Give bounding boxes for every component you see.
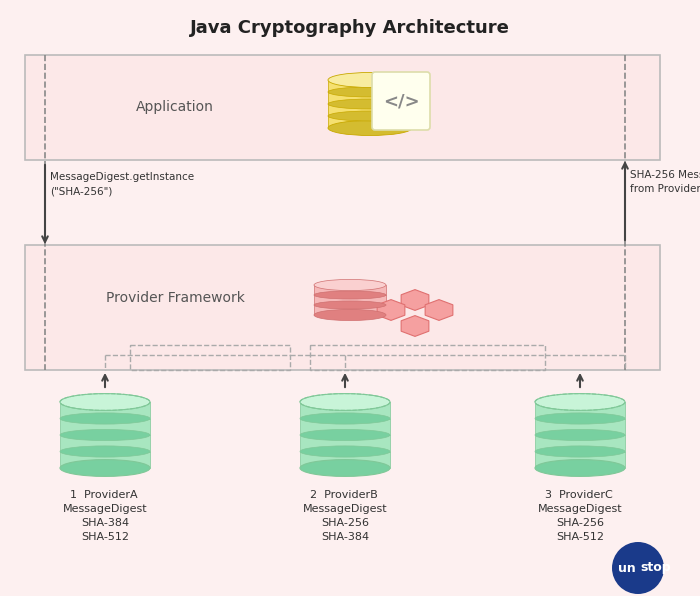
- Text: SHA-384: SHA-384: [81, 518, 129, 528]
- Ellipse shape: [328, 111, 412, 121]
- Ellipse shape: [300, 413, 390, 424]
- Ellipse shape: [60, 429, 150, 440]
- Text: 3  ProviderC: 3 ProviderC: [545, 490, 612, 500]
- Bar: [535, 402, 625, 418]
- Ellipse shape: [60, 393, 150, 411]
- Bar: [300, 435, 390, 452]
- Bar: [535, 435, 625, 452]
- Bar: [328, 104, 412, 116]
- Bar: [314, 295, 386, 305]
- Ellipse shape: [328, 87, 412, 97]
- Ellipse shape: [314, 301, 386, 309]
- FancyBboxPatch shape: [372, 72, 430, 130]
- Bar: [60, 435, 150, 452]
- Text: MessageDigest: MessageDigest: [63, 504, 147, 514]
- Bar: [328, 116, 412, 128]
- Polygon shape: [377, 300, 405, 321]
- Bar: [535, 418, 625, 435]
- Ellipse shape: [328, 73, 412, 88]
- Bar: [310, 345, 545, 370]
- Text: SHA-512: SHA-512: [81, 532, 129, 542]
- Ellipse shape: [535, 413, 625, 424]
- Ellipse shape: [314, 280, 386, 291]
- Text: SHA-256: SHA-256: [321, 518, 369, 528]
- Ellipse shape: [60, 460, 150, 476]
- Bar: [60, 402, 150, 418]
- Text: </>: </>: [383, 92, 419, 110]
- Text: Application: Application: [136, 101, 214, 114]
- Polygon shape: [401, 290, 429, 311]
- Text: un: un: [618, 561, 636, 575]
- Text: Java Cryptography Architecture: Java Cryptography Architecture: [190, 19, 510, 37]
- Ellipse shape: [535, 460, 625, 476]
- Text: stop: stop: [640, 561, 671, 575]
- Ellipse shape: [535, 446, 625, 457]
- Bar: [328, 92, 412, 104]
- Text: 1  ProviderA: 1 ProviderA: [70, 490, 138, 500]
- Text: Provider Framework: Provider Framework: [106, 290, 244, 305]
- Ellipse shape: [300, 393, 390, 411]
- Ellipse shape: [535, 429, 625, 440]
- Bar: [314, 285, 386, 295]
- Bar: [60, 418, 150, 435]
- Text: SHA-256: SHA-256: [556, 518, 604, 528]
- Bar: [25, 245, 660, 370]
- Circle shape: [612, 542, 664, 594]
- Ellipse shape: [60, 446, 150, 457]
- Text: MessageDigest: MessageDigest: [302, 504, 387, 514]
- Ellipse shape: [300, 446, 390, 457]
- Ellipse shape: [328, 120, 412, 135]
- Bar: [535, 452, 625, 468]
- Text: SHA-384: SHA-384: [321, 532, 369, 542]
- Bar: [300, 402, 390, 418]
- Text: MessageDigest.getInstance: MessageDigest.getInstance: [50, 172, 194, 182]
- Text: 2  ProviderB: 2 ProviderB: [310, 490, 378, 500]
- Ellipse shape: [535, 393, 625, 411]
- Bar: [60, 452, 150, 468]
- Text: from ProviderB: from ProviderB: [630, 184, 700, 194]
- Bar: [328, 80, 412, 92]
- Bar: [25, 55, 660, 160]
- Bar: [300, 418, 390, 435]
- Text: SHA-256 MessageDigest: SHA-256 MessageDigest: [630, 170, 700, 180]
- Text: ("SHA-256"): ("SHA-256"): [50, 186, 113, 196]
- Ellipse shape: [300, 429, 390, 440]
- Polygon shape: [425, 300, 453, 321]
- Text: SHA-512: SHA-512: [556, 532, 604, 542]
- Ellipse shape: [300, 460, 390, 476]
- Bar: [130, 345, 290, 370]
- Ellipse shape: [314, 309, 386, 321]
- Ellipse shape: [60, 413, 150, 424]
- Bar: [314, 305, 386, 315]
- Ellipse shape: [328, 99, 412, 109]
- Ellipse shape: [314, 291, 386, 299]
- Text: MessageDigest: MessageDigest: [538, 504, 622, 514]
- Polygon shape: [401, 316, 429, 336]
- Bar: [300, 452, 390, 468]
